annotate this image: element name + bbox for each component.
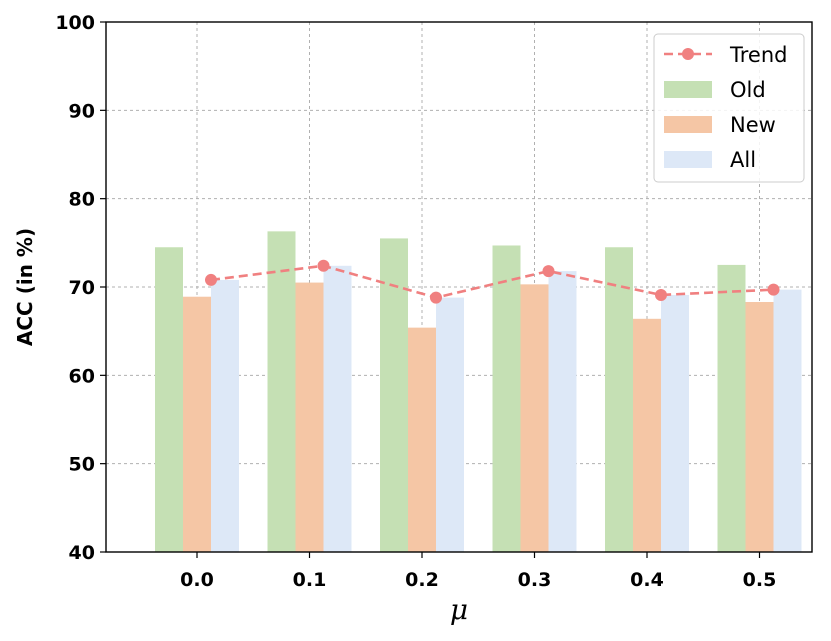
- y-tick-label: 70: [69, 277, 95, 299]
- x-ticks: 0.0 0.1 0.2 0.3 0.4 0.5: [180, 552, 776, 591]
- bar-all: [548, 271, 577, 552]
- trend-point: [767, 283, 780, 296]
- x-tick-label: 0.4: [630, 569, 664, 591]
- bar-new: [183, 296, 211, 552]
- legend-swatch-old: [664, 81, 712, 98]
- bar-all: [323, 265, 352, 552]
- bar-all: [211, 279, 239, 552]
- legend-label-new: New: [730, 113, 776, 137]
- bar-new: [520, 284, 549, 552]
- legend-label-all: All: [730, 148, 756, 172]
- x-tick-label: 0.5: [743, 569, 777, 591]
- trend-point: [542, 265, 555, 278]
- bar-all: [661, 294, 689, 552]
- bar-old: [155, 247, 183, 552]
- bars: [155, 231, 802, 552]
- bar-all: [436, 297, 464, 552]
- y-tick-label: 40: [69, 542, 95, 564]
- x-axis-title: μ: [450, 593, 468, 626]
- y-tick-label: 80: [69, 189, 95, 211]
- y-ticks: 40 50 60 70 80 90 100: [55, 12, 106, 564]
- trend-point: [655, 288, 667, 301]
- bar-old: [717, 264, 746, 552]
- legend-label-trend: Trend: [729, 43, 787, 67]
- bar-new: [633, 318, 661, 552]
- y-axis-title: ACC (in %): [13, 228, 37, 346]
- bar-new: [745, 302, 774, 552]
- legend-label-old: Old: [730, 78, 766, 102]
- legend-box: [653, 33, 805, 183]
- legend-swatch-all: [664, 151, 712, 168]
- legend-trend-marker: [682, 48, 694, 60]
- bar-old: [380, 238, 408, 552]
- bar-new: [408, 327, 436, 552]
- trend-line: [210, 264, 774, 299]
- bar-old: [267, 231, 296, 552]
- bar-all: [773, 289, 802, 552]
- x-tick-label: 0.3: [518, 569, 552, 591]
- trend-point: [317, 259, 330, 272]
- bar-new: [295, 282, 324, 552]
- bar-old: [605, 247, 633, 552]
- bar-old: [492, 245, 521, 552]
- y-tick-label: 100: [55, 12, 95, 34]
- x-tick-label: 0.0: [180, 569, 214, 591]
- trend-point: [430, 291, 442, 304]
- legend-swatch-new: [664, 116, 712, 133]
- y-tick-label: 50: [69, 454, 95, 476]
- y-tick-label: 90: [69, 100, 95, 122]
- x-tick-label: 0.1: [293, 569, 327, 591]
- y-tick-label: 60: [69, 365, 95, 387]
- trend-point: [205, 273, 217, 286]
- trend-line-group: [205, 259, 780, 304]
- x-tick-label: 0.2: [405, 569, 439, 591]
- legend: Trend Old New All: [653, 33, 805, 183]
